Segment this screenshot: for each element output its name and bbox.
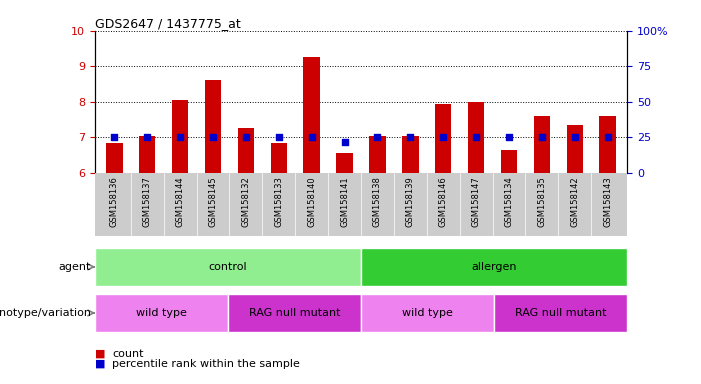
- Bar: [494, 294, 627, 332]
- Point: [503, 134, 515, 140]
- Bar: [106, 142, 123, 173]
- Bar: [95, 248, 361, 286]
- Bar: [172, 100, 189, 173]
- Bar: [95, 294, 228, 332]
- Point: [372, 134, 383, 140]
- Point: [536, 134, 547, 140]
- Bar: [402, 136, 418, 173]
- Text: RAG null mutant: RAG null mutant: [249, 308, 340, 318]
- Point: [240, 134, 252, 140]
- Text: wild type: wild type: [402, 308, 453, 318]
- Text: GSM158140: GSM158140: [307, 176, 316, 227]
- Text: count: count: [112, 349, 144, 359]
- Bar: [566, 125, 583, 173]
- Bar: [501, 150, 517, 173]
- Text: GSM158144: GSM158144: [176, 176, 184, 227]
- Text: GSM158145: GSM158145: [208, 176, 217, 227]
- Point: [175, 134, 186, 140]
- Text: GSM158136: GSM158136: [110, 176, 119, 227]
- Point: [470, 134, 482, 140]
- Point: [339, 139, 350, 145]
- Text: GSM158133: GSM158133: [274, 176, 283, 227]
- Text: GSM158139: GSM158139: [406, 176, 415, 227]
- Text: GDS2647 / 1437775_at: GDS2647 / 1437775_at: [95, 17, 240, 30]
- Text: percentile rank within the sample: percentile rank within the sample: [112, 359, 300, 369]
- Text: GSM158147: GSM158147: [472, 176, 481, 227]
- Text: GSM158132: GSM158132: [241, 176, 250, 227]
- Text: GSM158141: GSM158141: [340, 176, 349, 227]
- Bar: [599, 116, 616, 173]
- Point: [142, 134, 153, 140]
- Text: GSM158135: GSM158135: [538, 176, 546, 227]
- Text: GSM158134: GSM158134: [505, 176, 514, 227]
- Text: ■: ■: [95, 349, 105, 359]
- Bar: [205, 81, 222, 173]
- Text: RAG null mutant: RAG null mutant: [515, 308, 606, 318]
- Point: [602, 134, 613, 140]
- Bar: [361, 294, 494, 332]
- Text: GSM158137: GSM158137: [143, 176, 151, 227]
- Point: [569, 134, 580, 140]
- Bar: [533, 116, 550, 173]
- Text: wild type: wild type: [136, 308, 186, 318]
- Bar: [139, 136, 156, 173]
- Bar: [361, 248, 627, 286]
- Point: [273, 134, 285, 140]
- Text: agent: agent: [59, 262, 91, 272]
- Text: GSM158138: GSM158138: [373, 176, 382, 227]
- Text: ■: ■: [95, 359, 105, 369]
- Point: [306, 134, 318, 140]
- Bar: [228, 294, 361, 332]
- Point: [437, 134, 449, 140]
- Bar: [304, 57, 320, 173]
- Text: genotype/variation: genotype/variation: [0, 308, 91, 318]
- Text: control: control: [208, 262, 247, 272]
- Point: [207, 134, 219, 140]
- Bar: [271, 142, 287, 173]
- Bar: [468, 102, 484, 173]
- Text: GSM158143: GSM158143: [603, 176, 612, 227]
- Point: [109, 134, 120, 140]
- Bar: [435, 104, 451, 173]
- Text: allergen: allergen: [472, 262, 517, 272]
- Bar: [336, 153, 353, 173]
- Bar: [238, 128, 254, 173]
- Text: GSM158146: GSM158146: [439, 176, 448, 227]
- Point: [404, 134, 416, 140]
- Bar: [369, 136, 386, 173]
- Text: GSM158142: GSM158142: [571, 176, 579, 227]
